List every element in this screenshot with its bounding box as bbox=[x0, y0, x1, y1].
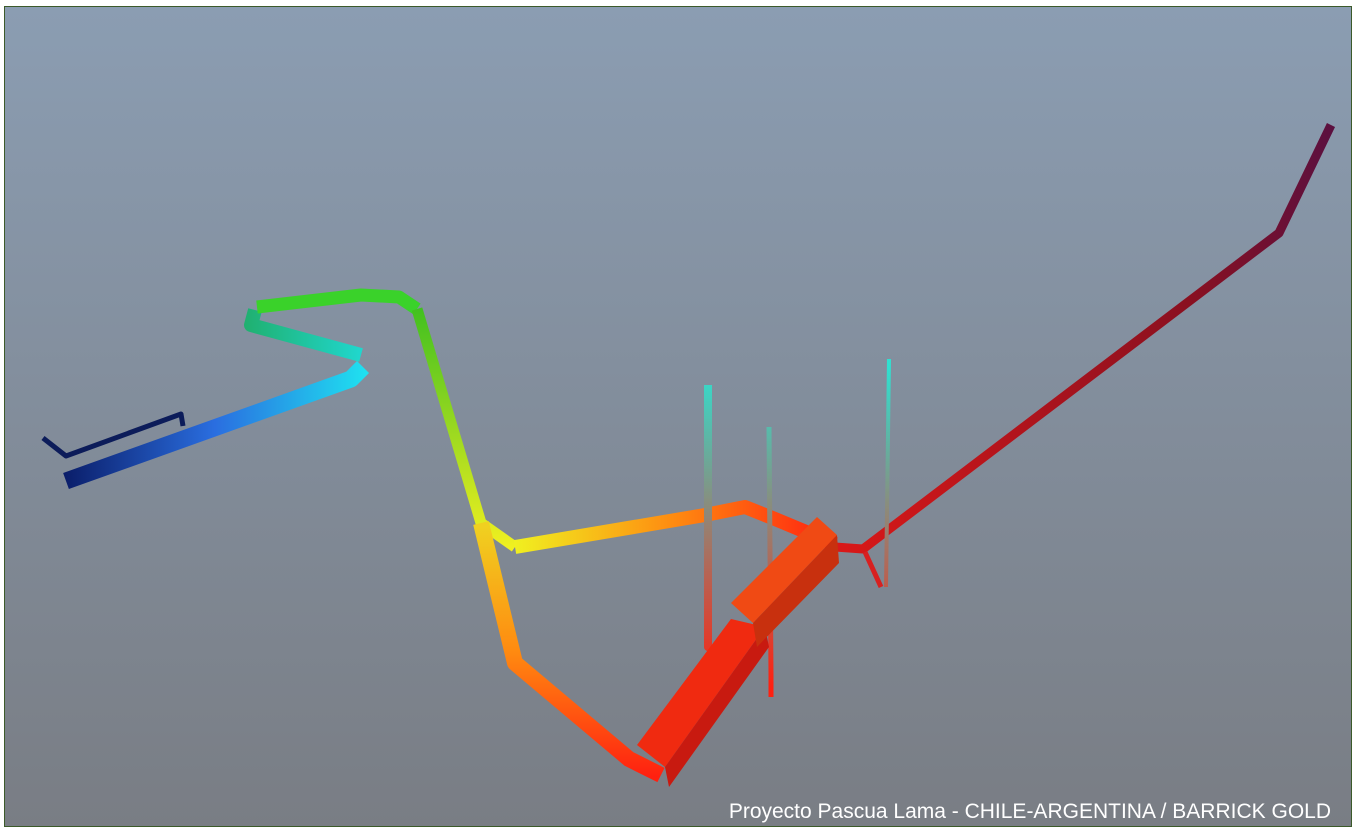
main-chamber bbox=[637, 517, 839, 787]
caption: Proyecto Pascua Lama - CHILE-ARGENTINA /… bbox=[728, 800, 1331, 823]
chamber-face bbox=[731, 517, 837, 623]
tunnel bbox=[834, 123, 1336, 554]
tunnel bbox=[473, 521, 665, 783]
tunnels bbox=[41, 123, 1336, 783]
render-viewport: Proyecto Pascua Lama - CHILE-ARGENTINA /… bbox=[4, 6, 1352, 827]
tunnel bbox=[63, 360, 370, 490]
tunnel bbox=[256, 288, 421, 315]
tunnel bbox=[41, 411, 186, 459]
chamber-face bbox=[637, 619, 765, 767]
tunnel bbox=[862, 550, 884, 589]
tunnel bbox=[513, 500, 838, 554]
chamber-side bbox=[665, 627, 769, 787]
shaft bbox=[766, 426, 774, 697]
chamber-side bbox=[753, 535, 839, 647]
shaft bbox=[884, 358, 891, 588]
tunnel bbox=[244, 308, 363, 362]
tunnel-render bbox=[5, 7, 1351, 826]
